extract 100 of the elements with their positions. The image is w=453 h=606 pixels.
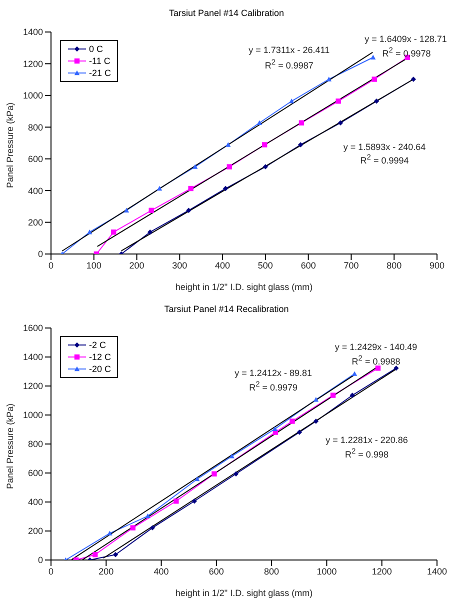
annotation: R$^{2}$ = 0.9987	[264, 57, 314, 70]
point	[338, 120, 344, 126]
annotation: R$^{2}$ = 0.9994	[360, 152, 409, 166]
x-tick-label: 800	[264, 566, 280, 576]
point	[289, 98, 294, 104]
point	[298, 120, 304, 126]
point	[226, 164, 232, 170]
legend-label: -20 C	[89, 363, 112, 375]
point	[330, 392, 336, 398]
annotation: y = 1.7311x - 26.411	[248, 44, 330, 55]
point	[174, 498, 179, 504]
y-tick-label: 400	[28, 186, 43, 196]
point	[229, 454, 234, 458]
point	[262, 164, 268, 170]
point	[107, 530, 112, 536]
point	[372, 76, 377, 82]
x-tick-label: 0	[48, 260, 54, 270]
point	[92, 552, 98, 558]
annotation: y = 1.2412x - 89.81	[234, 368, 312, 378]
point	[374, 98, 380, 104]
x-axis-title: height in 1/2" I.D. sight glass (mm)	[175, 282, 313, 292]
y-tick-label: 800	[28, 122, 43, 132]
point	[375, 366, 381, 371]
y-tick-label: 0	[38, 249, 43, 260]
x-tick-label: 300	[172, 260, 188, 270]
y-tick-label: 600	[28, 468, 43, 478]
point	[296, 430, 302, 435]
point	[192, 164, 198, 169]
point	[147, 230, 153, 235]
legend-label: 0 C	[89, 43, 104, 55]
annotation: y = 1.2429x - 140.49	[334, 342, 418, 352]
point	[256, 120, 262, 125]
y-tick-label: 200	[28, 217, 43, 228]
point	[394, 366, 399, 371]
x-tick-label: 600	[300, 260, 316, 270]
point	[226, 142, 231, 147]
point	[298, 142, 304, 148]
legend-label: -11 C	[89, 55, 110, 67]
x-tick-label: 600	[208, 566, 224, 576]
point	[350, 392, 355, 398]
y-axis-title: Panel Pressure (kPa)	[5, 403, 16, 489]
point	[111, 230, 116, 235]
annotation: y = 1.2281x - 220.86	[326, 435, 408, 446]
annotation: R$^{2}$ = 0.998	[345, 446, 388, 460]
y-tick-label: 600	[28, 154, 43, 164]
x-axis-title: height in 1/2" I.D. sight glass (mm)	[175, 588, 313, 598]
chart-title: Tarsiut Panel #14 Calibration	[168, 8, 286, 18]
x-tick-label: 100	[86, 260, 102, 270]
point	[192, 498, 197, 504]
point	[370, 54, 376, 60]
point	[336, 98, 341, 104]
y-tick-label: 1200	[22, 381, 43, 392]
point	[410, 76, 416, 82]
x-tick-label: 500	[258, 260, 273, 270]
y-tick-label: 1400	[22, 352, 43, 362]
point	[262, 142, 268, 148]
y-tick-label: 800	[28, 439, 43, 450]
point	[212, 471, 217, 476]
y-tick-label: 1000	[22, 410, 43, 420]
point	[112, 552, 118, 558]
x-tick-label: 200	[129, 260, 144, 270]
annotation: y = 1.6409x - 128.71	[364, 34, 447, 44]
annotation: R$^{2}$ = 0.9978	[382, 45, 431, 58]
x-tick-label: 200	[98, 566, 114, 576]
y-tick-label: 400	[28, 497, 43, 508]
point	[222, 186, 228, 192]
point	[186, 208, 192, 213]
point	[313, 418, 319, 424]
point	[188, 186, 194, 192]
legend-label: -21 C	[89, 67, 112, 79]
point	[87, 230, 92, 234]
point	[233, 471, 239, 476]
point	[290, 418, 295, 424]
legend-label: -2 C	[89, 339, 106, 351]
annotation: R$^{2}$ = 0.9988	[352, 353, 400, 366]
x-tick-label: 900	[429, 260, 445, 270]
x-tick-label: 1000	[316, 566, 337, 576]
x-tick-label: 1400	[426, 566, 448, 576]
x-tick-label: 400	[215, 260, 230, 270]
x-tick-label: 1200	[372, 566, 392, 576]
annotation: R$^{2}$ = 0.9979	[249, 380, 298, 392]
chart-title: Tarsiut Panel #14 Recalibration	[163, 304, 290, 314]
point	[194, 476, 200, 482]
point	[150, 525, 156, 530]
point	[148, 208, 154, 213]
annotation: y = 1.5893x - 240.64	[343, 142, 426, 152]
point	[130, 525, 136, 530]
x-tick-label: 400	[154, 566, 169, 576]
y-tick-label: 1200	[22, 58, 43, 69]
y-tick-label: 0	[38, 555, 43, 566]
y-tick-label: 1600	[22, 323, 43, 334]
point	[145, 513, 150, 518]
point	[313, 397, 319, 402]
point	[272, 426, 278, 431]
point	[156, 186, 162, 191]
point	[326, 76, 332, 82]
y-tick-label: 200	[28, 526, 43, 536]
point	[352, 371, 358, 376]
y-tick-label: 1000	[22, 90, 43, 101]
x-tick-label: 0	[48, 566, 54, 576]
